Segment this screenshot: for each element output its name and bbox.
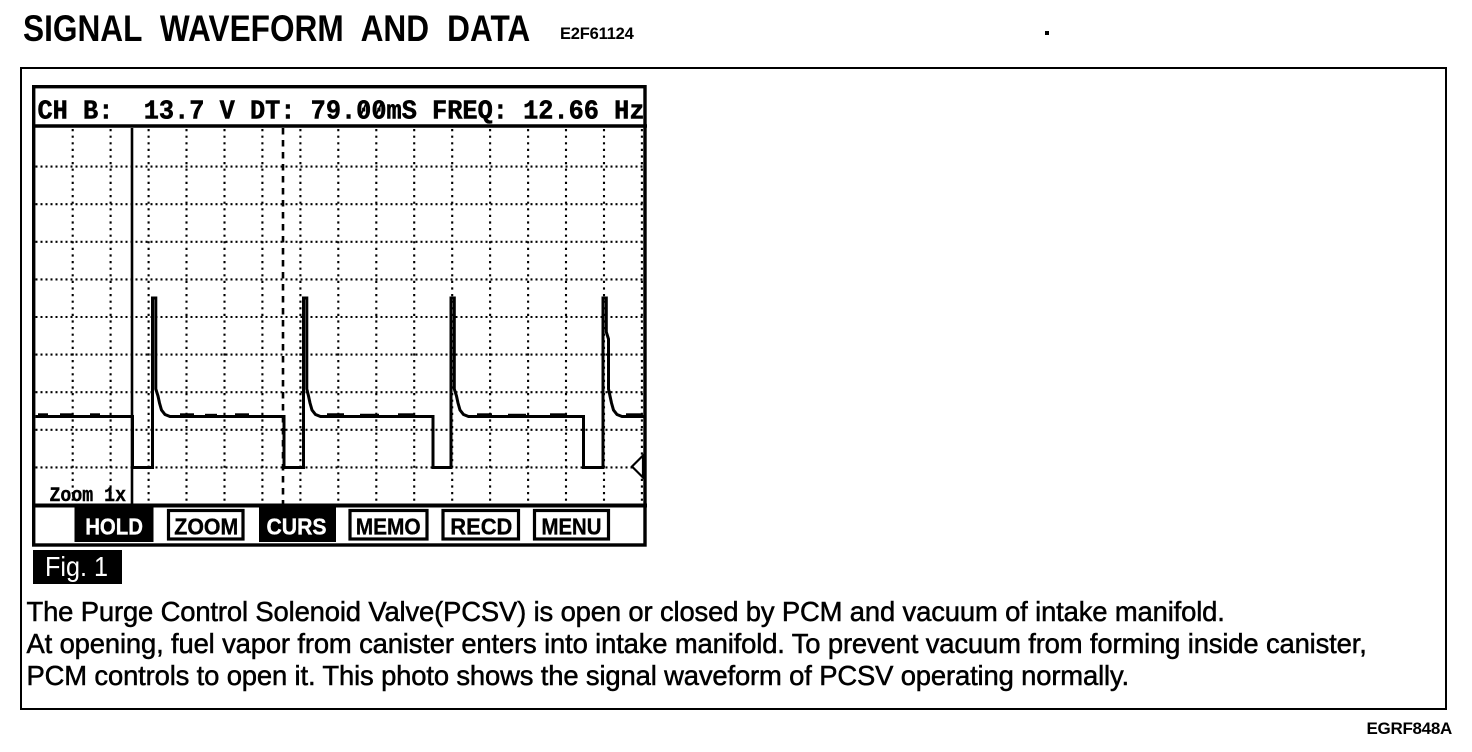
svg-text:RECD: RECD	[450, 514, 512, 540]
svg-text:CH B: 13.7 V DT: 79.00mS FREQ: CH B: 13.7 V DT: 79.00mS FREQ: 12.66 Hz	[37, 98, 644, 128]
svg-text:CURS: CURS	[266, 514, 326, 540]
svg-text:MENU: MENU	[541, 514, 601, 540]
svg-text:HOLD: HOLD	[85, 514, 143, 540]
svg-text:Zoom 1x: Zoom 1x	[49, 485, 126, 508]
svg-text:ZOOM: ZOOM	[174, 514, 238, 540]
svg-text:MEMO: MEMO	[355, 514, 420, 540]
